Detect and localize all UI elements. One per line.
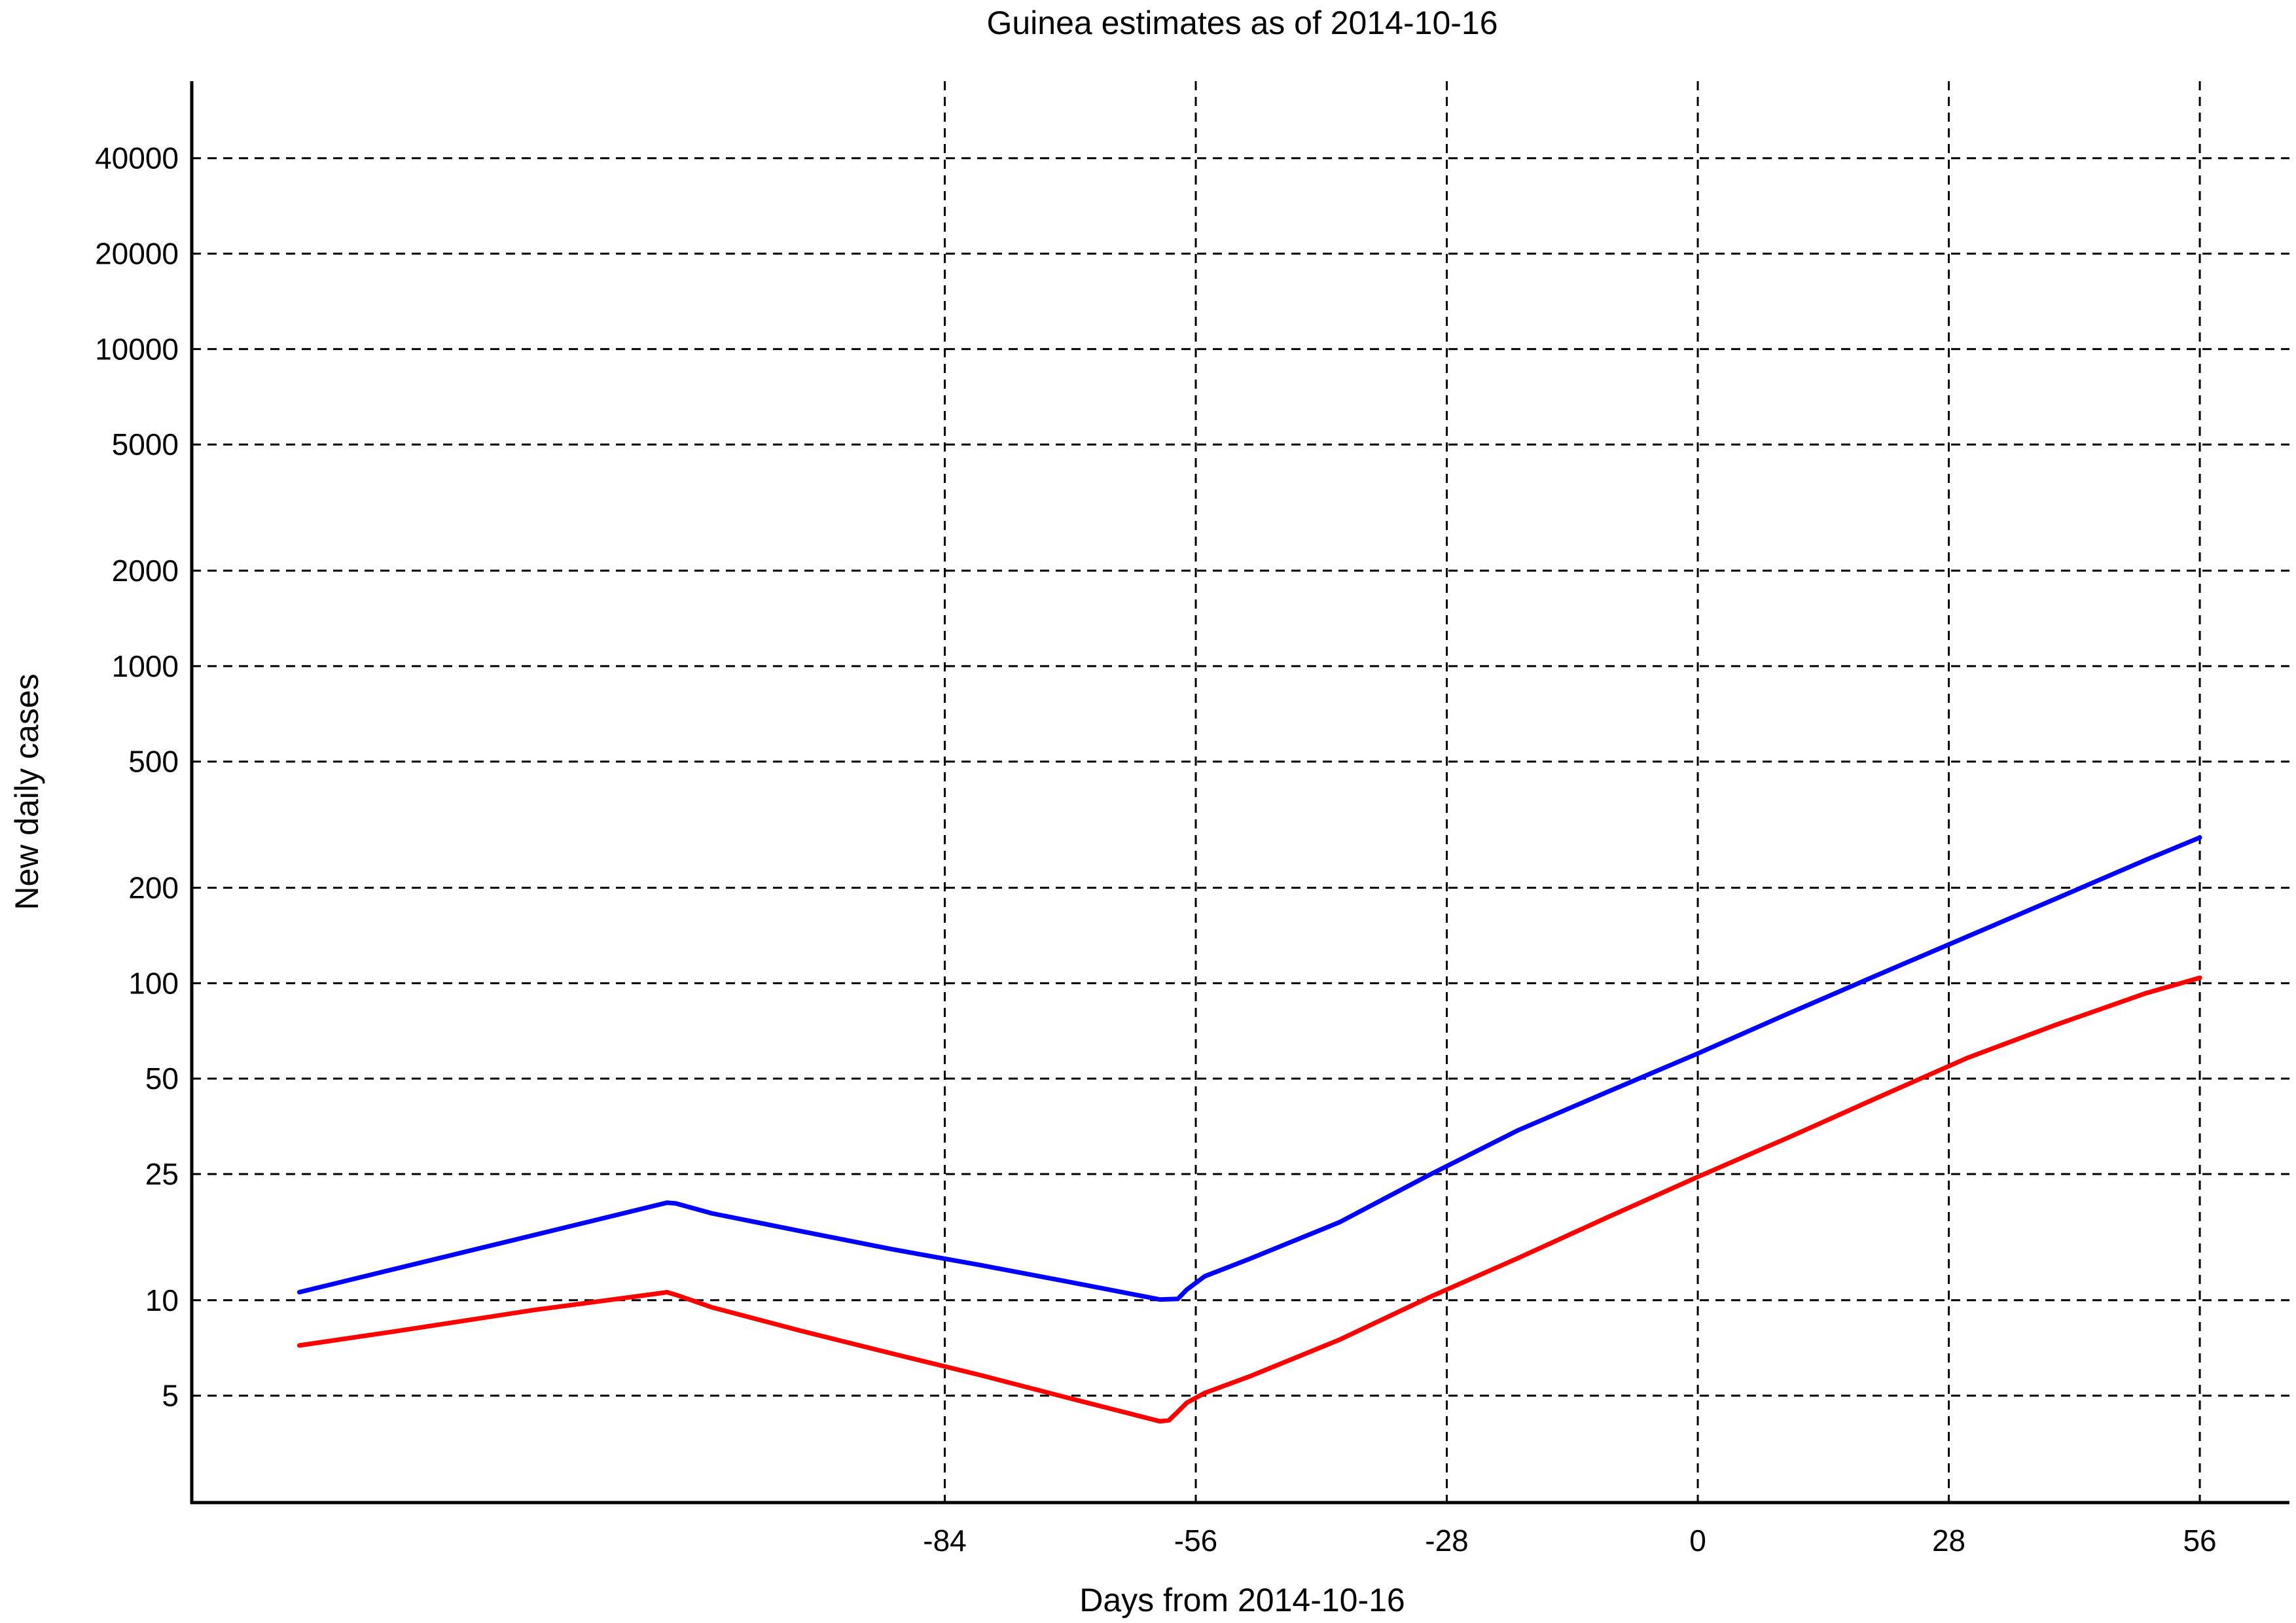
y-tick-label: 5000 xyxy=(112,427,179,461)
y-tick-label: 5 xyxy=(162,1379,179,1413)
x-tick-label: -28 xyxy=(1425,1524,1468,1558)
chart-title: Guinea estimates as of 2014-10-16 xyxy=(986,5,1498,41)
y-tick-label: 20000 xyxy=(95,237,179,271)
x-tick-label: 28 xyxy=(1932,1524,1965,1558)
y-tick-label: 1000 xyxy=(112,649,179,683)
x-tick-label: -84 xyxy=(923,1524,966,1558)
series-line-2 xyxy=(296,975,2202,1424)
tick-label-layer: 5 10 25 50 100 200 500 1000 2000 5000 10000 20000 40… xyxy=(95,141,2217,1558)
y-axis-label: New daily cases xyxy=(9,673,45,910)
y-tick-label: 25 xyxy=(145,1157,179,1191)
y-tick-label: 200 xyxy=(128,870,179,904)
y-tick-label: 2000 xyxy=(112,554,179,588)
series-line-1 xyxy=(296,835,2202,1302)
grid-layer xyxy=(192,81,2289,1503)
x-axis-label: Days from 2014-10-16 xyxy=(1079,1582,1405,1618)
y-tick-label: 10 xyxy=(145,1283,179,1317)
x-tick-label: 0 xyxy=(1689,1524,1706,1558)
axes-layer xyxy=(190,81,2289,1505)
y-tick-label: 50 xyxy=(145,1061,179,1096)
y-tick-label: 500 xyxy=(128,745,179,779)
y-tick-label: 10000 xyxy=(95,332,179,366)
y-tick-label: 40000 xyxy=(95,141,179,175)
y-tick-label: 100 xyxy=(128,966,179,1000)
x-tick-label: 56 xyxy=(2183,1524,2216,1558)
series-layer xyxy=(296,835,2202,1424)
x-tick-label: -56 xyxy=(1174,1524,1217,1558)
